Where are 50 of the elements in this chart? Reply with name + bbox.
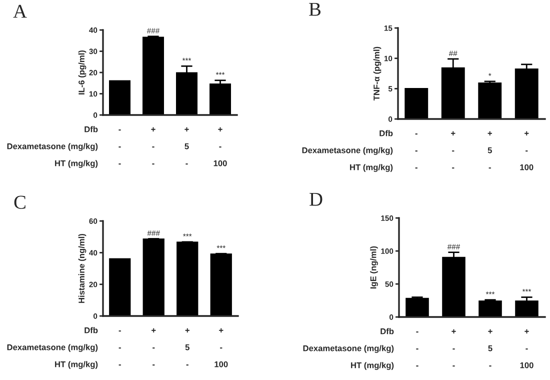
- bar: [514, 68, 538, 119]
- y-axis-title: TNF-α (pg/ml): [373, 46, 382, 100]
- category-label: + - -: [151, 127, 156, 164]
- category-label: + - -: [152, 328, 156, 366]
- category-label: + 5 -: [184, 127, 189, 164]
- text: HT (mg/kg): [55, 361, 98, 369]
- category-label: + - 100: [520, 329, 534, 368]
- bar: [478, 300, 502, 317]
- y-axis-title: Histamine (ng/ml): [78, 234, 86, 303]
- text: Dexametasone (mg/kg): [302, 147, 393, 155]
- bar: [142, 238, 164, 316]
- chart-title: A: [13, 4, 27, 18]
- chart-title: C: [14, 196, 26, 209]
- y-axis-title: IL-6 (pg/ml): [78, 50, 86, 94]
- bar: [478, 82, 502, 119]
- category-label: + - -: [451, 131, 456, 168]
- bar: [109, 258, 131, 316]
- category-label: + - -: [452, 329, 456, 366]
- category-label: - - -: [118, 330, 121, 366]
- chart-title: B: [309, 2, 321, 16]
- bar: [176, 242, 198, 316]
- category-label: + - 100: [520, 131, 534, 170]
- text: HT (mg/kg): [351, 362, 394, 370]
- text: HT (mg/kg): [55, 160, 98, 168]
- bar: [142, 36, 164, 115]
- bar: [404, 88, 428, 119]
- bar: [210, 254, 232, 316]
- category-label: + - 100: [214, 127, 227, 166]
- category-label: - - -: [118, 129, 121, 164]
- category-label: - - -: [415, 133, 418, 168]
- bar: [109, 80, 130, 115]
- text: Dfb: [380, 328, 394, 334]
- chart-title: D: [310, 192, 322, 206]
- text: HT (mg/kg): [350, 164, 393, 172]
- category-label: + 5 -: [185, 328, 190, 366]
- bar: [406, 298, 429, 317]
- text: Dexametasone (mg/kg): [7, 344, 98, 352]
- y-axis-title: IgE (ng/ml): [370, 246, 378, 288]
- category-label: + 5 -: [488, 329, 492, 366]
- text: Dfb: [84, 327, 98, 334]
- bar: [442, 256, 466, 317]
- bar: [515, 300, 538, 317]
- category-label: + 5 -: [488, 131, 492, 168]
- text: Dexametasone (mg/kg): [303, 345, 394, 353]
- bar: [210, 83, 231, 115]
- text: Dexametasone (mg/kg): [7, 143, 98, 151]
- text: Dfb: [84, 126, 98, 132]
- text: Dfb: [380, 130, 393, 136]
- category-label: - - -: [416, 331, 418, 366]
- category-label: + - 100: [214, 328, 228, 368]
